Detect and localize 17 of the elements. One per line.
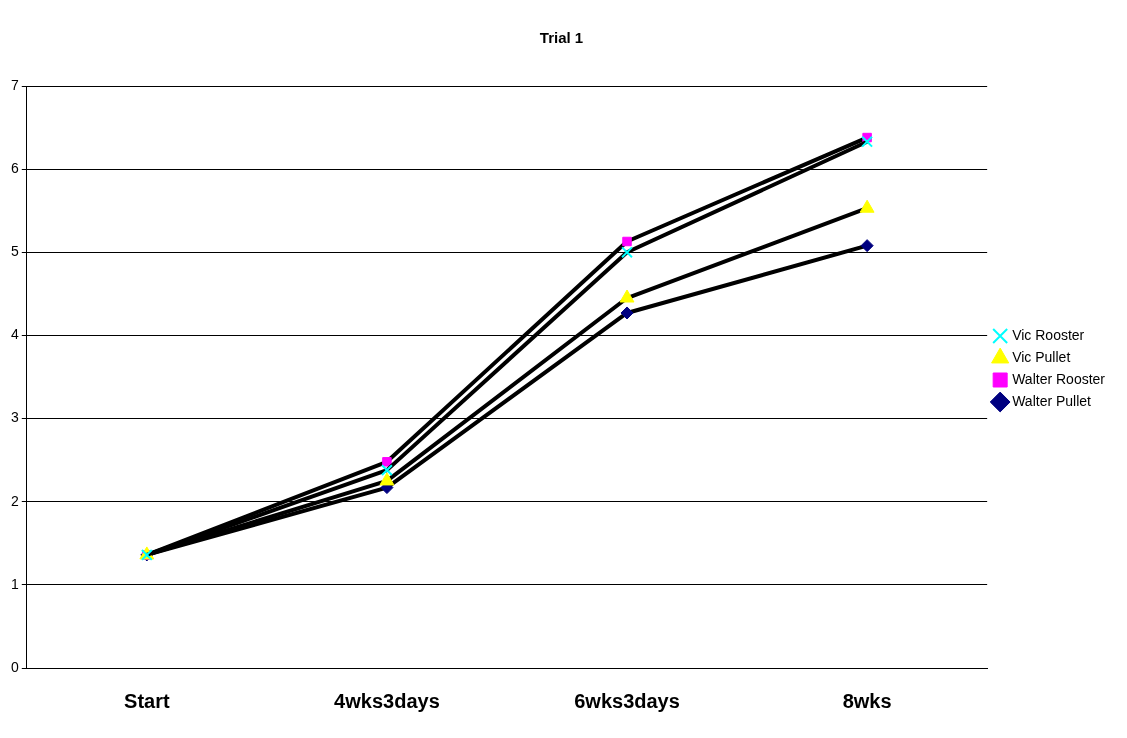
y-tick-label: 6 — [10, 160, 19, 176]
x-tick-label: Start — [124, 689, 170, 712]
legend-label: Walter Pullet — [1012, 392, 1092, 409]
legend-label: Walter Rooster — [1012, 370, 1106, 387]
x-tick-label: 6wks3days — [574, 689, 680, 712]
legend-label: Vic Pullet — [1012, 348, 1071, 365]
legend-label: Vic Rooster — [1012, 326, 1085, 343]
y-tick-label: 5 — [10, 243, 19, 260]
y-tick-label: 0 — [10, 658, 19, 675]
x-tick-label: 8wks — [842, 689, 892, 712]
y-tick-label: 3 — [10, 409, 19, 426]
y-tick-label: 1 — [10, 575, 19, 592]
chart-title: Trial 1 — [539, 29, 584, 47]
y-tick-label: 7 — [10, 76, 19, 93]
y-tick-label: 2 — [10, 492, 19, 509]
y-tick-label: 4 — [10, 326, 19, 343]
x-tick-label: 4wks3days — [334, 689, 440, 712]
